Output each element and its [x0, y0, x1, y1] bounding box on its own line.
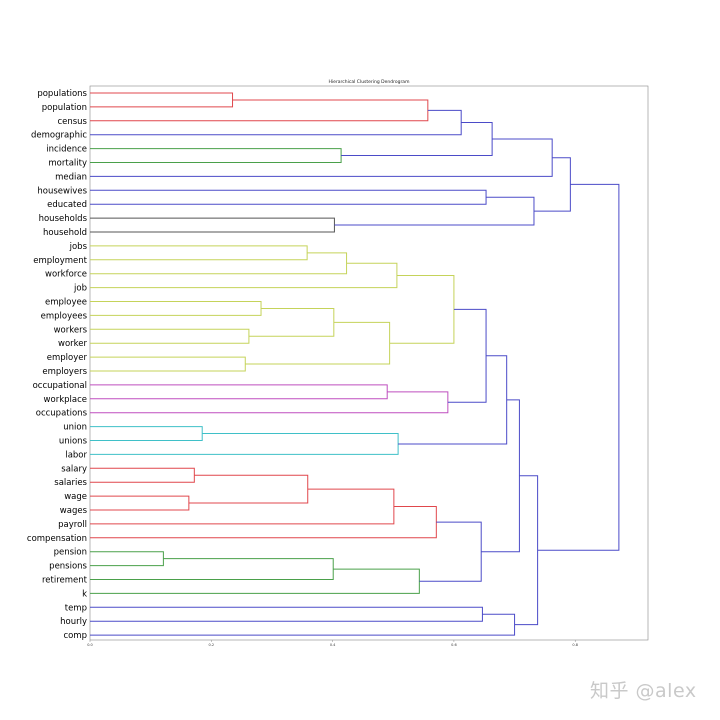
leaf-label-compensation: compensation: [27, 534, 87, 544]
link-m26-m27: [188, 474, 309, 504]
dendrogram-links: [90, 92, 620, 636]
x-tick-label: 0.4: [330, 643, 336, 647]
link-jobs-employment: [90, 245, 308, 261]
leaf-label-employee: employee: [45, 298, 87, 308]
link-m12-job: [90, 262, 398, 289]
link-union-unions: [90, 426, 203, 441]
leaf-label-hourly: hourly: [60, 617, 87, 627]
leaf-label-median: median: [55, 172, 87, 182]
chart-title: Hierarchical Clustering Dendrogram: [329, 79, 410, 85]
x-tick-label: 0.2: [209, 643, 215, 647]
link-m2-demographic: [90, 109, 462, 136]
leaf-label-households: households: [39, 214, 88, 224]
link-m31-retirement: [90, 558, 334, 580]
leaf-label-jobs: jobs: [69, 242, 88, 252]
leaf-label-employment: employment: [33, 256, 87, 266]
link-incidence-mortality: [90, 148, 342, 163]
link-housewives-educated: [90, 189, 487, 205]
link-m5-median: [90, 138, 553, 177]
leaf-label-pension: pension: [54, 548, 87, 558]
link-m11-workforce: [90, 252, 348, 275]
leaf-label-pensions: pensions: [49, 562, 87, 572]
leaf-label-housewives: housewives: [37, 186, 87, 196]
leaf-label-salary: salary: [61, 464, 87, 474]
leaf-label-worker: worker: [58, 339, 87, 349]
x-tick-label: 0.8: [572, 643, 578, 647]
link-m32-k: [90, 568, 420, 594]
leaf-label-workers: workers: [54, 325, 88, 335]
link-m35-m37: [514, 475, 539, 626]
leaf-label-unions: unions: [59, 437, 88, 447]
leaf-label-retirement: retirement: [42, 576, 88, 586]
link-m3-m4: [341, 122, 493, 157]
link-m10-m38: [537, 183, 620, 551]
leaf-label-employer: employer: [47, 353, 88, 363]
leaf-label-populations: populations: [37, 89, 87, 99]
leaf-label-occupational: occupational: [33, 381, 87, 391]
leaf-label-mortality: mortality: [48, 159, 87, 169]
leaf-label-payroll: payroll: [58, 520, 87, 530]
link-wage-wages: [90, 495, 190, 511]
leaf-label-wage: wage: [64, 492, 87, 502]
x-tick-label: 0.6: [451, 643, 457, 647]
link-employer-employers: [90, 356, 246, 372]
leaf-label-population: population: [42, 103, 87, 113]
leaf-label-employees: employees: [41, 311, 88, 321]
link-m30-m33: [419, 521, 482, 582]
leaf-label-demographic: demographic: [31, 131, 87, 141]
leaf-label-comp: comp: [63, 631, 87, 641]
leaf-label-educated: educated: [47, 200, 87, 210]
link-employee-employees: [90, 301, 262, 316]
leaf-label-workplace: workplace: [44, 395, 87, 405]
leaf-label-household: household: [43, 228, 87, 238]
leaf-labels: populations population census demographic in…: [27, 89, 88, 641]
link-households-household: [90, 217, 335, 233]
leaf-label-wages: wages: [60, 506, 88, 516]
link-occupational-workplace: [90, 384, 388, 400]
link-populations-population: [90, 92, 234, 108]
plot-frame: [89, 85, 649, 641]
link-salary-salaries: [90, 467, 195, 483]
leaf-label-union: union: [63, 423, 87, 433]
link-pension-pensions: [90, 551, 164, 567]
link-m1-census: [90, 99, 429, 122]
link-m29-compensation: [90, 506, 437, 539]
link-m22-m24: [398, 355, 508, 445]
leaf-label-temp: temp: [65, 603, 87, 613]
leaf-label-census: census: [57, 117, 87, 127]
leaf-label-employers: employers: [42, 367, 87, 377]
leaf-label-job: job: [73, 284, 87, 294]
link-m28-payroll: [90, 488, 395, 525]
link-m36-comp: [90, 613, 516, 636]
leaf-label-incidence: incidence: [46, 145, 87, 155]
link-m20-occupations: [90, 391, 449, 414]
leaf-label-salaries: salaries: [54, 478, 87, 488]
leaf-label-k: k: [82, 589, 87, 599]
watermark: 知乎 @alex: [590, 680, 697, 702]
leaf-label-occupations: occupations: [36, 409, 88, 419]
x-tick-label: 0.0: [87, 643, 93, 647]
leaf-label-labor: labor: [65, 450, 87, 460]
leaf-label-workforce: workforce: [45, 270, 87, 280]
link-m16-m17: [245, 321, 391, 365]
link-m25-m34: [481, 399, 520, 553]
x-axis-ticks: 0.0 0.2 0.4 0.6 0.8: [87, 640, 578, 647]
link-m23-labor: [90, 433, 399, 455]
link-m7-m8: [334, 196, 535, 226]
link-temp-hourly: [90, 606, 483, 622]
link-m14-m15: [248, 307, 335, 337]
link-m13-m18: [389, 274, 455, 344]
link-m6-m9: [533, 157, 571, 212]
link-workers-worker: [90, 328, 250, 344]
